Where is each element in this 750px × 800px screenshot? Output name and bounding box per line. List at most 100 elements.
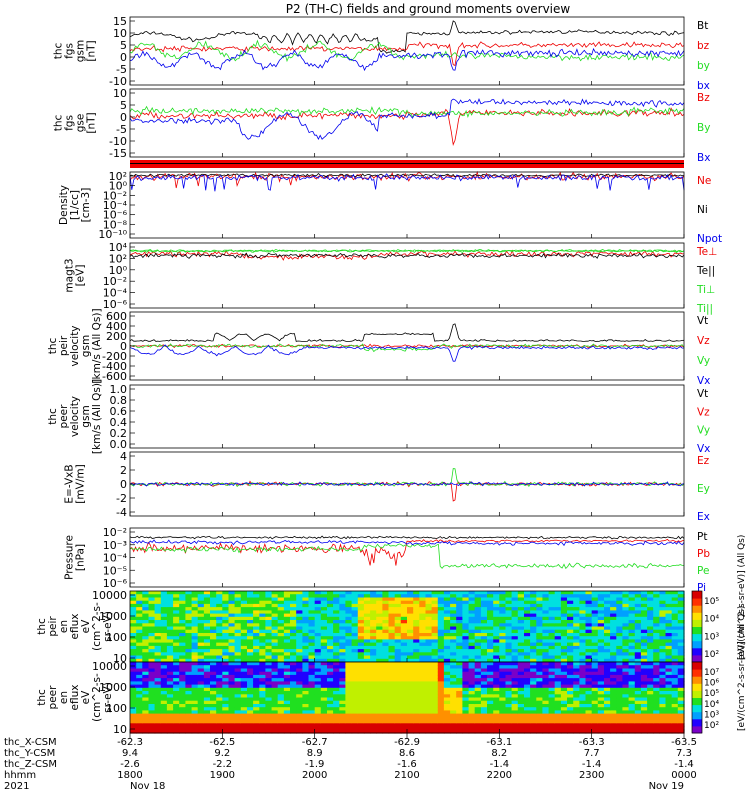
spectrogram-cell [517,665,525,669]
spectrogram-cell [388,674,396,679]
spectrogram-cell [431,607,439,611]
spectrogram-cell [277,723,285,728]
spectrogram-cell [499,649,507,653]
spectrogram-cell [382,597,390,602]
spectrogram-cell [616,674,624,679]
spectrogram-cell [320,591,328,595]
spectrogram-cell [277,726,285,731]
spectrogram-cell [437,626,445,631]
spectrogram-cell [493,616,500,621]
spectrogram-cell [493,729,500,734]
spectrogram-cell [640,707,648,711]
spectrogram-cell [437,681,445,686]
spectrogram-cell [450,645,457,650]
spectrogram-cell [351,623,359,628]
spectrogram-cell [677,623,685,628]
spectrogram-cell [277,710,285,715]
spectrogram-cell [450,713,457,718]
spectrogram-cell [616,684,624,689]
spectrogram-cell [560,642,568,647]
spectrogram-cell [524,591,531,595]
spectrogram-cell [154,613,162,618]
spectrogram-cell [308,591,316,595]
spectrogram-cell [394,655,402,660]
spectrogram-cell [259,678,267,682]
spectrogram-cell [357,616,365,621]
spectrogram-cell [431,674,439,679]
spectrogram-cell [197,600,205,605]
spectrogram-cell [517,623,525,628]
spectrogram-cell [197,649,205,653]
spectrogram-cell [622,662,630,666]
spectrogram-cell [154,616,162,621]
spectrogram-cell [197,591,205,595]
spectrogram-cell [345,704,353,708]
spectrogram-cell [345,645,353,650]
spectrogram-cell [505,639,513,644]
spectrogram-cell [265,639,273,644]
spectrogram-cell [443,687,451,692]
spectrogram-cell [456,694,463,699]
spectrogram-cell [640,694,648,699]
spectrogram-cell [480,674,488,679]
spectrogram-cell [487,636,494,640]
spectrogram-cell [363,716,371,721]
spectrogram-cell [388,671,396,676]
spectrogram-cell [185,623,193,628]
spectrogram-cell [573,633,580,637]
spectrogram-cell [130,658,137,663]
spectrogram-cell [130,723,137,728]
legend-label: Ey [697,483,710,495]
spectrogram-cell [407,629,414,634]
spectrogram-cell [154,684,162,689]
spectrogram-cell [191,707,199,711]
spectrogram-cell [333,623,340,628]
spectrogram-cell [154,636,162,640]
spectrogram-cell [591,629,599,634]
spectrogram-cell [536,629,544,634]
spectrogram-cell [548,665,556,669]
spectrogram-cell [351,691,359,695]
spectrogram-cell [363,603,371,608]
spectrogram-cell [579,694,587,699]
spectrogram-cell [499,594,507,598]
spectrogram-cell [647,658,654,663]
spectrogram-cell [160,649,168,653]
spectrogram-cell [437,700,445,705]
spectrogram-cell [499,694,507,699]
spectrogram-cell [443,639,451,644]
spectrogram-cell [160,639,168,644]
spectrogram-cell [677,671,685,676]
spectrogram-cell [179,694,186,699]
spectrogram-cell [585,681,593,686]
spectrogram-cell [554,684,562,689]
spectrogram-cell [499,691,507,695]
spectrogram-cell [524,652,531,657]
spectrogram-cell [591,700,599,705]
spectrogram-cell [253,655,260,660]
spectrogram-cell [647,607,654,611]
spectrogram-cell [616,620,624,624]
spectrogram-cell [130,700,137,705]
spectrogram-cell [542,704,550,708]
spectrogram-cell [591,668,599,673]
spectrogram-cell [499,726,507,731]
spectrogram-cell [499,671,507,676]
spectrogram-cell [425,729,433,734]
spectrogram-cell [142,729,150,734]
spectrogram-cell [283,623,291,628]
spectrogram-cell [456,629,463,634]
y-tick-label: 0.6 [110,405,128,418]
spectrogram-cell [622,623,630,628]
spectrogram-cell [573,681,580,686]
spectrogram-cell [370,723,377,728]
spectrogram-cell [363,726,371,731]
spectrogram-cell [524,603,531,608]
spectrogram-cell [407,710,414,715]
spectrogram-cell [388,616,396,621]
spectrogram-cell [210,594,217,598]
spectrogram-cell [640,681,648,686]
spectrogram-cell [277,629,285,634]
spectrogram-cell [542,620,550,624]
spectrogram-cell [339,723,347,728]
